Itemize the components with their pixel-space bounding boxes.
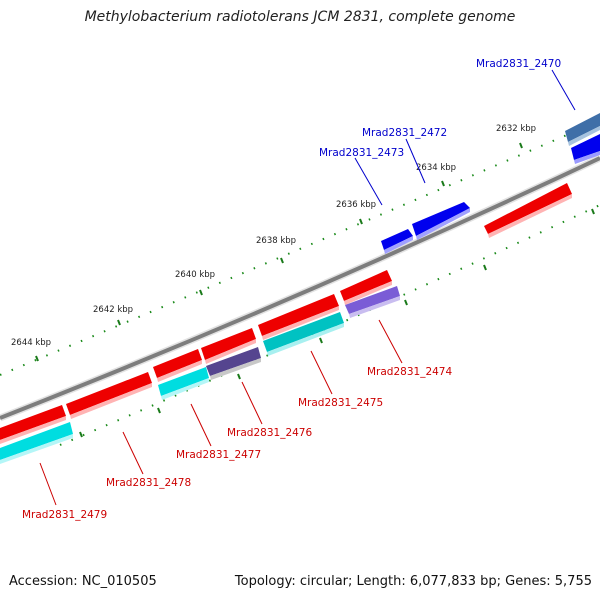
gene-mrad2831-2478[interactable] (66, 372, 152, 419)
chromosome-backbone (0, 154, 600, 422)
gene-label: Mrad2831_2475 (298, 397, 383, 409)
gene-mrad2831-2476[interactable] (201, 328, 261, 380)
genome-summary-text: Topology: circular; Length: 6,077,833 bp… (234, 574, 592, 589)
gene-mrad2831-2474[interactable] (340, 270, 400, 318)
gene-mrad2831-2475[interactable] (258, 294, 344, 356)
accession-text: Accession: NC_010505 (9, 574, 157, 589)
genome-title: Methylobacterium radiotolerans JCM 2831,… (84, 9, 516, 25)
tick-label: 2642 kbp (93, 305, 133, 315)
label-leaders (39, 69, 576, 506)
gene-label: Mrad2831_2478 (106, 477, 191, 489)
gene-label: Mrad2831_2473 (319, 147, 404, 159)
gene-label: Mrad2831_2474 (367, 366, 452, 378)
tick-label: 2644 kbp (11, 338, 51, 348)
tick-label: 2640 kbp (175, 270, 215, 280)
gene-mrad2831-2473[interactable] (381, 229, 413, 254)
tick-label: 2636 kbp (336, 200, 376, 210)
tick-label: 2638 kbp (256, 236, 296, 246)
gene-label: Mrad2831_2477 (176, 449, 261, 461)
tick-label: 2632 kbp (496, 124, 536, 134)
gene-label: Mrad2831_2479 (22, 509, 107, 521)
gene-label: Mrad2831_2472 (362, 127, 447, 139)
gene-red-large[interactable] (484, 183, 572, 238)
gene-label: Mrad2831_2476 (227, 427, 312, 439)
gene-label: Mrad2831_2470 (476, 58, 561, 70)
gene-mrad2831-2472[interactable] (412, 202, 470, 240)
tick-ruler (0, 124, 591, 376)
gene-mrad2831-2479[interactable] (0, 405, 73, 464)
tick-label: 2634 kbp (416, 163, 456, 173)
gene-mrad2831-2470[interactable] (565, 113, 600, 164)
gene-mrad2831-2477[interactable] (153, 349, 209, 400)
major-ticks (35, 142, 595, 438)
